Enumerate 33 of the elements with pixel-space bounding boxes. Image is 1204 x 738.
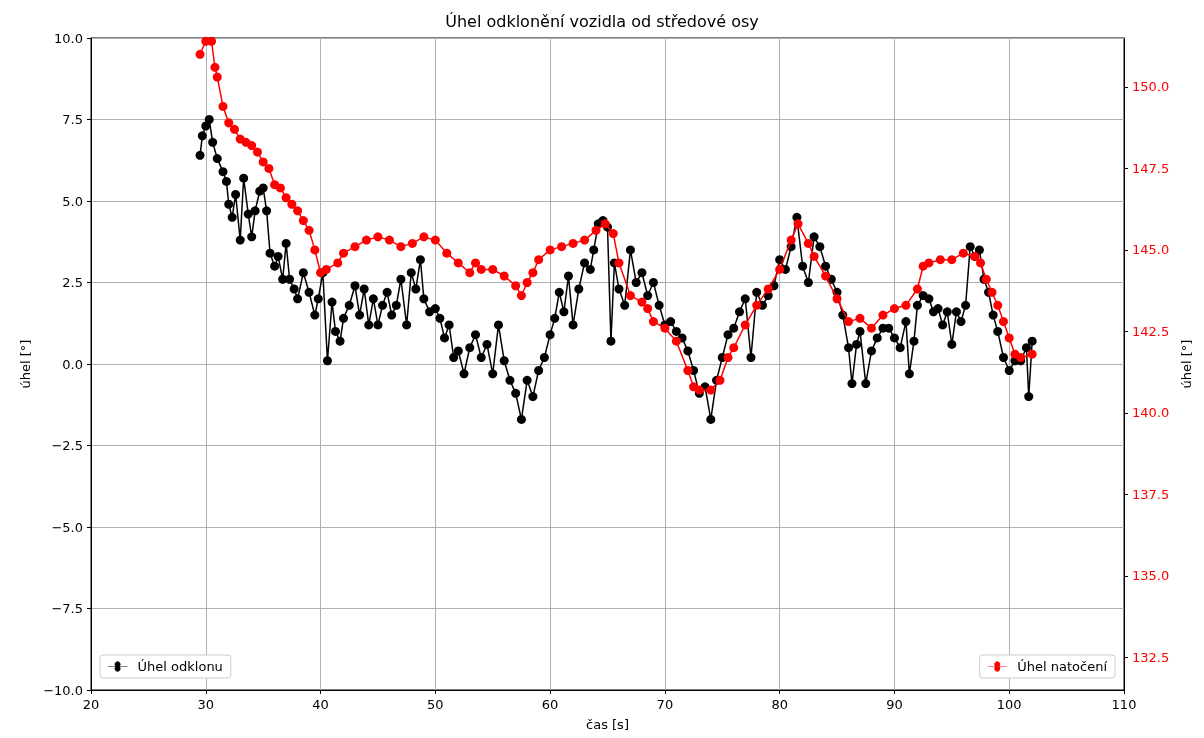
legend-label: Úhel odklonu bbox=[137, 659, 223, 674]
chart-title: Úhel odklonění vozidla od středové osy bbox=[445, 11, 759, 31]
y-tick-label: 0.0 bbox=[62, 356, 83, 372]
y-axis-title: úhel [°] bbox=[18, 339, 34, 389]
x-tick-label: 60 bbox=[541, 697, 559, 712]
x-tick-label: 90 bbox=[886, 697, 903, 712]
y-tick-label: 5.0 bbox=[62, 193, 83, 209]
y-tick-label: −10.0 bbox=[43, 682, 83, 698]
y2-tick-label: 147.5 bbox=[1132, 160, 1170, 176]
y2-tick-label: 137.5 bbox=[1132, 486, 1170, 502]
y-tick-label: −2.5 bbox=[51, 438, 83, 453]
y2-tick-label: 142.5 bbox=[1132, 323, 1170, 339]
y2-tick-label: 140.0 bbox=[1132, 405, 1170, 421]
y-tick-label: −7.5 bbox=[51, 601, 83, 616]
legend-label: Úhel natočení bbox=[1017, 659, 1108, 674]
y2-tick-label: 145.0 bbox=[1132, 242, 1170, 258]
y-tick-label: 2.5 bbox=[62, 275, 83, 290]
y2-tick-label: 150.0 bbox=[1132, 79, 1170, 95]
x-tick-label: 70 bbox=[656, 697, 674, 712]
x-tick-label: 50 bbox=[427, 697, 444, 712]
x-axis-title: čas [s] bbox=[586, 717, 629, 732]
y2-axis-title: úhel [°] bbox=[1179, 339, 1195, 389]
y-tick-label: 7.5 bbox=[62, 112, 83, 127]
x-tick-label: 20 bbox=[82, 697, 100, 712]
y2-tick-label: 135.0 bbox=[1132, 568, 1170, 584]
x-tick-label: 40 bbox=[312, 697, 329, 712]
x-tick-label: 100 bbox=[996, 697, 1022, 712]
y-tick-label: 10.0 bbox=[54, 30, 83, 46]
y-tick-label: −5.0 bbox=[51, 519, 83, 535]
x-tick-label: 80 bbox=[771, 697, 788, 712]
x-tick-label: 30 bbox=[197, 697, 215, 712]
y2-tick-label: 132.5 bbox=[1132, 649, 1170, 665]
x-tick-label: 110 bbox=[1111, 697, 1137, 712]
